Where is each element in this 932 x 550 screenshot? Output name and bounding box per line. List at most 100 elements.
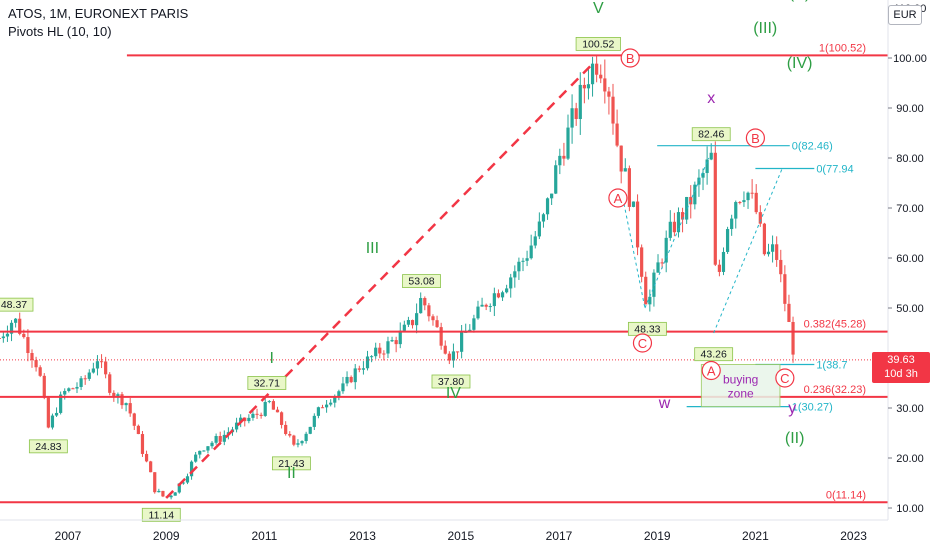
candle-up — [402, 324, 406, 331]
level-label: 0.382(45.28) — [804, 319, 866, 331]
candle-down — [496, 293, 501, 298]
candle-down — [627, 168, 631, 207]
candle-down — [30, 352, 34, 361]
candle-down — [595, 63, 599, 75]
level-label: 0.236(32.23) — [804, 384, 866, 396]
candle-down — [607, 91, 611, 97]
candle-up — [406, 320, 411, 325]
candle-up — [247, 417, 251, 422]
level-label: 0(11.14) — [826, 489, 866, 501]
candle-up — [509, 277, 513, 289]
pivot-label-box — [691, 127, 731, 142]
candle-down — [615, 123, 619, 146]
fib-label: 1(30.27) — [792, 402, 833, 414]
price-tick-label: 80.00 — [896, 153, 924, 165]
candle-up — [304, 433, 308, 442]
candle-up — [721, 251, 726, 272]
candle-up — [9, 322, 14, 334]
candle-up — [337, 391, 341, 397]
candle-up — [513, 271, 517, 278]
candle-up — [590, 63, 595, 85]
price-tick-label: 50.00 — [896, 303, 924, 315]
candle-down — [42, 375, 46, 398]
candle-down — [562, 155, 566, 159]
candle-down — [423, 298, 427, 306]
circled-label: C — [638, 336, 647, 351]
candle-down — [83, 378, 87, 380]
fib-label: 1(38.7 — [816, 360, 847, 372]
time-axis[interactable]: 2007 2009 2011 2013 2015 2017 2019 2021 2023 — [55, 529, 868, 543]
time-tick-label: 2017 — [546, 529, 573, 543]
candle-down — [18, 318, 22, 334]
candle-down — [410, 320, 415, 326]
time-tick-label: 2015 — [447, 529, 474, 543]
circled-label-ring — [620, 48, 640, 68]
pivot-label-box — [694, 347, 734, 362]
candle-up — [365, 356, 370, 369]
pivot-label-box — [431, 374, 471, 389]
candle-down — [758, 212, 762, 224]
candle-up — [398, 330, 402, 345]
candle-up — [312, 415, 316, 427]
circled-label-ring — [608, 188, 628, 208]
candle-down — [136, 425, 140, 435]
circled-label-ring — [775, 368, 795, 388]
candle-up — [725, 229, 730, 252]
candle-down — [680, 212, 685, 220]
candle-up — [570, 108, 574, 128]
pivot-label-box — [141, 507, 181, 522]
pivot-label: 32.71 — [254, 377, 280, 389]
dotted-projection-line — [622, 197, 646, 309]
candle-down — [26, 337, 30, 353]
circled-label-ring — [745, 128, 766, 148]
symbol-title[interactable]: ATOS, 1M, EURONEXT PARIS — [8, 6, 189, 21]
candle-down — [140, 434, 145, 454]
candle-up — [558, 155, 562, 166]
candle-up — [586, 84, 591, 89]
price-tick-label: 60.00 — [896, 253, 924, 265]
time-tick-label: 2013 — [349, 529, 376, 543]
candle-down — [22, 333, 26, 338]
fib-lines: 0(82.46) 0(77.94 1(38.7 1(30.27) — [657, 141, 854, 414]
wave-label: IV — [446, 385, 461, 402]
candle-up — [181, 482, 185, 484]
candle-down — [259, 414, 263, 416]
candle-up — [730, 218, 734, 230]
last-price-tag: 39.63 10d 3h — [872, 352, 930, 383]
candle-down — [439, 327, 443, 346]
candle-down — [71, 388, 75, 390]
pivot-label: 100.52 — [582, 38, 614, 50]
candle-down — [635, 201, 640, 248]
candle-up — [566, 127, 570, 159]
candle-up — [541, 214, 546, 222]
candle-down — [750, 192, 754, 194]
candle-up — [770, 244, 775, 252]
candle-up — [419, 298, 423, 314]
candle-down — [292, 435, 296, 445]
candle-up — [460, 332, 464, 352]
candle-up — [705, 159, 709, 174]
candle-up — [676, 212, 681, 233]
circled-label-ring — [632, 333, 653, 353]
candle-up — [480, 304, 484, 307]
candle-down — [713, 152, 717, 265]
candle-down — [603, 78, 607, 92]
candle-up — [578, 84, 582, 119]
indicator-label[interactable]: Pivots HL (10, 10) — [8, 24, 112, 39]
candle-up — [296, 443, 300, 445]
bar-countdown: 10d 3h — [884, 368, 918, 380]
candle-down — [640, 247, 644, 277]
candle-down — [447, 353, 451, 361]
candle-up — [742, 200, 746, 203]
candle-down — [46, 397, 50, 428]
candle-up — [648, 296, 652, 305]
candle-up — [59, 394, 63, 413]
pivot-label: 24.83 — [35, 441, 61, 453]
currency-button[interactable]: EUR — [888, 5, 922, 25]
candle-down — [271, 401, 276, 410]
circled-label-ring — [701, 360, 721, 381]
price-tick-label: 30.00 — [896, 403, 924, 415]
time-tick-label: 2009 — [153, 529, 180, 543]
